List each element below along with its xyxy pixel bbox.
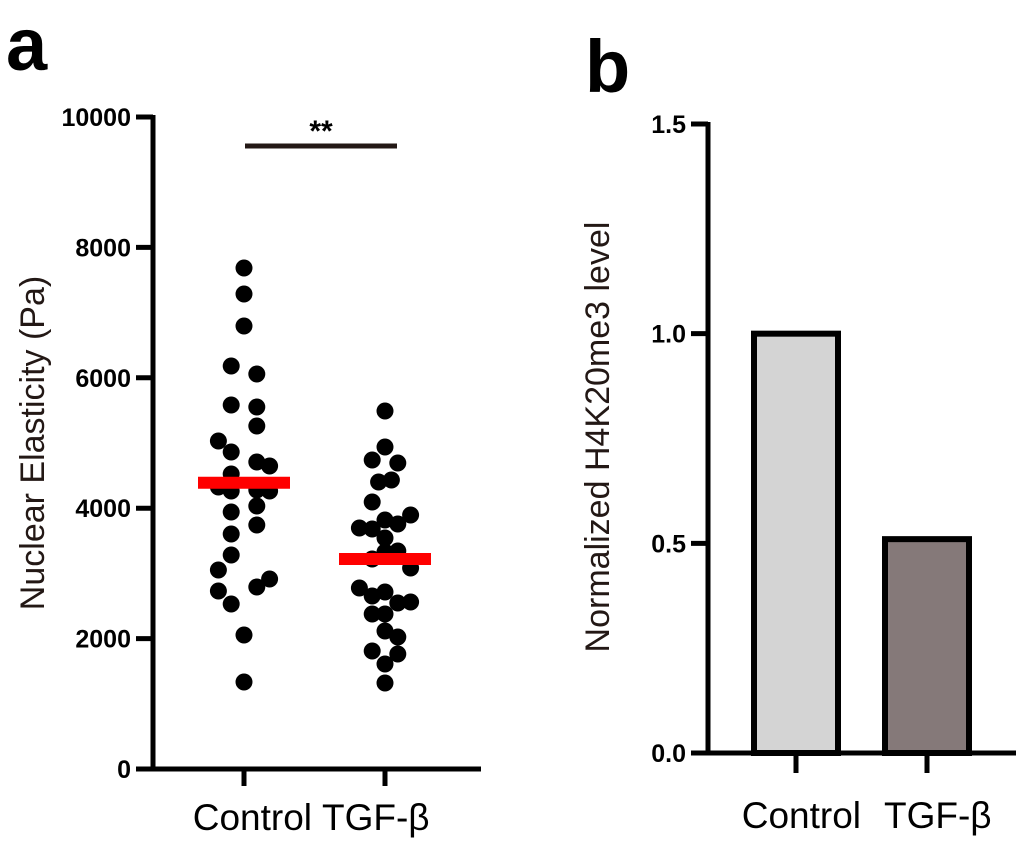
data-point [248, 398, 266, 416]
x-tick-label: Control [742, 795, 861, 836]
data-point [389, 628, 407, 646]
data-point [402, 506, 420, 524]
x-tick-label: Control [193, 797, 312, 838]
panel-b-axes: 0.0 0.5 1.0 1.5 Control TGF-β Normalized H4K20… [579, 111, 1016, 836]
data-point [363, 493, 381, 511]
y-axis-title: Nuclear Elasticity (Pa) [14, 276, 52, 610]
data-point [389, 594, 407, 612]
data-point [376, 583, 394, 601]
data-point [376, 529, 394, 547]
y-tick-label: 0.0 [651, 740, 686, 768]
data-point [222, 525, 240, 543]
data-point [376, 674, 394, 692]
data-point [235, 259, 253, 277]
y-tick-label: 2000 [75, 626, 131, 654]
data-point [209, 582, 227, 600]
data-point [235, 317, 253, 335]
data-point [363, 587, 381, 605]
y-tick-label: 10000 [61, 104, 131, 132]
significance-label: ** [309, 115, 333, 148]
data-point [402, 593, 420, 611]
data-point [389, 515, 407, 533]
data-point [209, 561, 227, 579]
data-point [389, 454, 407, 472]
y-axis-title: Normalized H4K20me3 level [579, 222, 617, 653]
y-tick-label: 4000 [75, 495, 131, 523]
x-tick-label: TGF-β [322, 797, 430, 838]
panel-a: a 0 2000 4000 6000 8000 10000 Control TGF-β Nucl… [6, 3, 481, 838]
panel-a-marks: ** [198, 115, 431, 692]
data-point [376, 438, 394, 456]
data-point [222, 396, 240, 414]
y-tick-label: 0.5 [651, 530, 686, 558]
data-point [363, 605, 381, 623]
data-point [363, 451, 381, 469]
data-point [222, 357, 240, 375]
panel-b: b 0.0 0.5 1.0 1.5 Control TGF-β Normalized H4K… [579, 25, 1016, 836]
panel-a-axes: 0 2000 4000 6000 8000 10000 Control TGF-β Nuclea… [14, 104, 481, 838]
y-tick-label: 0 [117, 756, 131, 784]
bar [882, 536, 972, 757]
x-tick-label: TGF-β [884, 795, 992, 836]
data-point [222, 546, 240, 564]
data-point [235, 626, 253, 644]
y-tick-label: 1.5 [651, 111, 686, 139]
data-point [376, 655, 394, 673]
y-tick-label: 8000 [75, 234, 131, 262]
data-point [376, 622, 394, 640]
data-point [222, 443, 240, 461]
data-point [248, 497, 266, 515]
data-point [376, 511, 394, 529]
data-point [248, 365, 266, 383]
data-point [222, 595, 240, 613]
panel-a-label: a [6, 3, 48, 86]
data-point [370, 473, 388, 491]
data-point [350, 579, 368, 597]
data-point [363, 520, 381, 538]
data-point [222, 503, 240, 521]
data-point [209, 432, 227, 450]
data-point [235, 673, 253, 691]
data-point [350, 519, 368, 537]
data-point [248, 453, 266, 471]
data-point [261, 457, 279, 475]
y-tick-label: 1.0 [651, 321, 686, 349]
data-point [363, 642, 381, 660]
data-point [248, 516, 266, 534]
bar [751, 330, 841, 756]
data-point [389, 645, 407, 663]
panel-b-label: b [585, 25, 630, 108]
data-point [261, 570, 279, 588]
data-point [248, 417, 266, 435]
y-tick-label: 6000 [75, 365, 131, 393]
data-point [235, 285, 253, 303]
data-point [376, 605, 394, 623]
data-point [382, 471, 400, 489]
data-point [376, 402, 394, 420]
data-point [248, 578, 266, 596]
panel-b-marks [751, 330, 972, 757]
